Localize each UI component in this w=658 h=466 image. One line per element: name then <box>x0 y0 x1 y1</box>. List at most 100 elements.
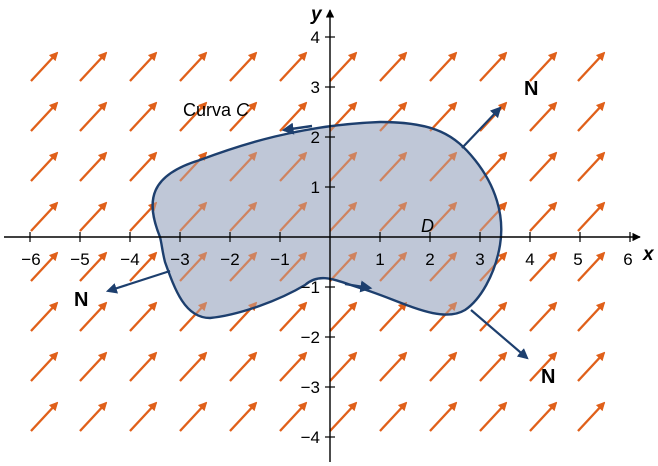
y-tick-label: −4 <box>301 428 320 447</box>
field-arrow <box>479 151 508 182</box>
field-arrow <box>229 251 258 282</box>
normal-label-top-right: N <box>524 78 538 100</box>
field-arrow <box>577 201 606 232</box>
x-tick-label: 3 <box>475 250 484 269</box>
field-arrow <box>529 151 558 182</box>
field-arrow <box>30 351 59 382</box>
field-arrow <box>529 51 558 82</box>
field-arrow <box>429 301 458 332</box>
field-arrow <box>179 201 208 232</box>
field-arrow <box>279 301 308 332</box>
field-arrow <box>329 351 358 382</box>
field-arrow <box>379 351 408 382</box>
field-arrow <box>379 201 408 232</box>
field-arrow <box>479 301 508 332</box>
field-arrow <box>179 251 208 282</box>
x-axis-label: x <box>642 244 655 265</box>
field-arrow <box>329 51 358 82</box>
field-arrow <box>577 101 606 132</box>
field-arrow <box>379 251 408 282</box>
field-arrow <box>129 351 158 382</box>
normal-label-left: N <box>74 289 88 311</box>
field-arrow <box>79 101 108 132</box>
normal-vector-bottom-right <box>470 309 529 360</box>
x-tick-labels: −6 −5 −4 −3 −2 −1 1 2 3 4 5 6 <box>21 250 632 269</box>
field-arrow <box>79 151 108 182</box>
curve-c-label: Curva C <box>183 100 250 120</box>
field-arrow <box>229 201 258 232</box>
y-tick-labels: 4 3 2 1 −1 −2 −3 −4 <box>301 28 320 447</box>
field-arrow <box>577 251 606 282</box>
field-arrow <box>529 251 558 282</box>
field-arrow <box>79 351 108 382</box>
x-tick-label: 6 <box>623 250 632 269</box>
field-arrow <box>30 101 59 132</box>
field-arrow <box>479 401 508 432</box>
field-arrow <box>429 251 458 282</box>
field-arrow <box>429 201 458 232</box>
field-arrow <box>229 51 258 82</box>
field-arrow <box>229 151 258 182</box>
field-arrow <box>379 151 408 182</box>
field-arrow <box>30 201 59 232</box>
normal-label-bottom-right: N <box>541 366 555 388</box>
field-arrow <box>329 301 358 332</box>
curve-orientation-arrow-bottom <box>344 280 373 293</box>
field-arrow <box>179 51 208 82</box>
y-tick-label: 4 <box>311 28 320 47</box>
region-d <box>152 122 502 318</box>
field-arrow <box>229 101 258 132</box>
curve-orientation-arrow-top <box>281 122 313 135</box>
field-arrow <box>529 201 558 232</box>
normal-vector-left <box>105 269 171 294</box>
field-arrow <box>279 151 308 182</box>
tick-marks <box>29 36 631 438</box>
field-arrow <box>79 401 108 432</box>
field-arrow <box>577 151 606 182</box>
field-arrow <box>577 51 606 82</box>
field-arrow <box>229 401 258 432</box>
field-arrow <box>79 301 108 332</box>
field-arrow <box>279 251 308 282</box>
x-tick-label: −6 <box>21 250 40 269</box>
y-tick-label: 2 <box>311 128 320 147</box>
curve-c-label-prefix: Curva <box>183 100 236 120</box>
field-arrow <box>279 201 308 232</box>
field-arrow <box>379 401 408 432</box>
field-arrow <box>129 151 158 182</box>
field-arrow <box>179 401 208 432</box>
normal-vector-top-right <box>461 106 502 149</box>
field-arrow <box>479 351 508 382</box>
field-arrow <box>577 401 606 432</box>
field-arrow <box>329 151 358 182</box>
field-arrow <box>179 301 208 332</box>
field-arrow <box>429 151 458 182</box>
field-arrow <box>129 101 158 132</box>
field-arrow <box>329 201 358 232</box>
y-tick-label: 1 <box>311 178 320 197</box>
field-arrow <box>329 401 358 432</box>
field-arrow <box>479 251 508 282</box>
x-tick-label: 4 <box>525 250 534 269</box>
field-arrow <box>30 301 59 332</box>
curve-c-label-name: C <box>236 100 250 120</box>
y-tick-label: −2 <box>301 328 320 347</box>
field-arrow <box>529 351 558 382</box>
field-arrow <box>279 351 308 382</box>
field-arrow <box>179 351 208 382</box>
field-arrow <box>79 51 108 82</box>
field-arrow <box>79 251 108 282</box>
field-arrow <box>279 401 308 432</box>
field-arrow <box>129 251 158 282</box>
y-tick-label: −1 <box>301 278 320 297</box>
field-arrow <box>129 51 158 82</box>
y-tick-label: −3 <box>301 378 320 397</box>
field-arrow <box>30 151 59 182</box>
vector-field-overlay <box>30 51 606 432</box>
y-axis-label: y <box>310 4 323 25</box>
field-arrow <box>429 401 458 432</box>
field-arrow <box>429 51 458 82</box>
x-tick-label: −4 <box>120 250 139 269</box>
field-arrow <box>129 301 158 332</box>
